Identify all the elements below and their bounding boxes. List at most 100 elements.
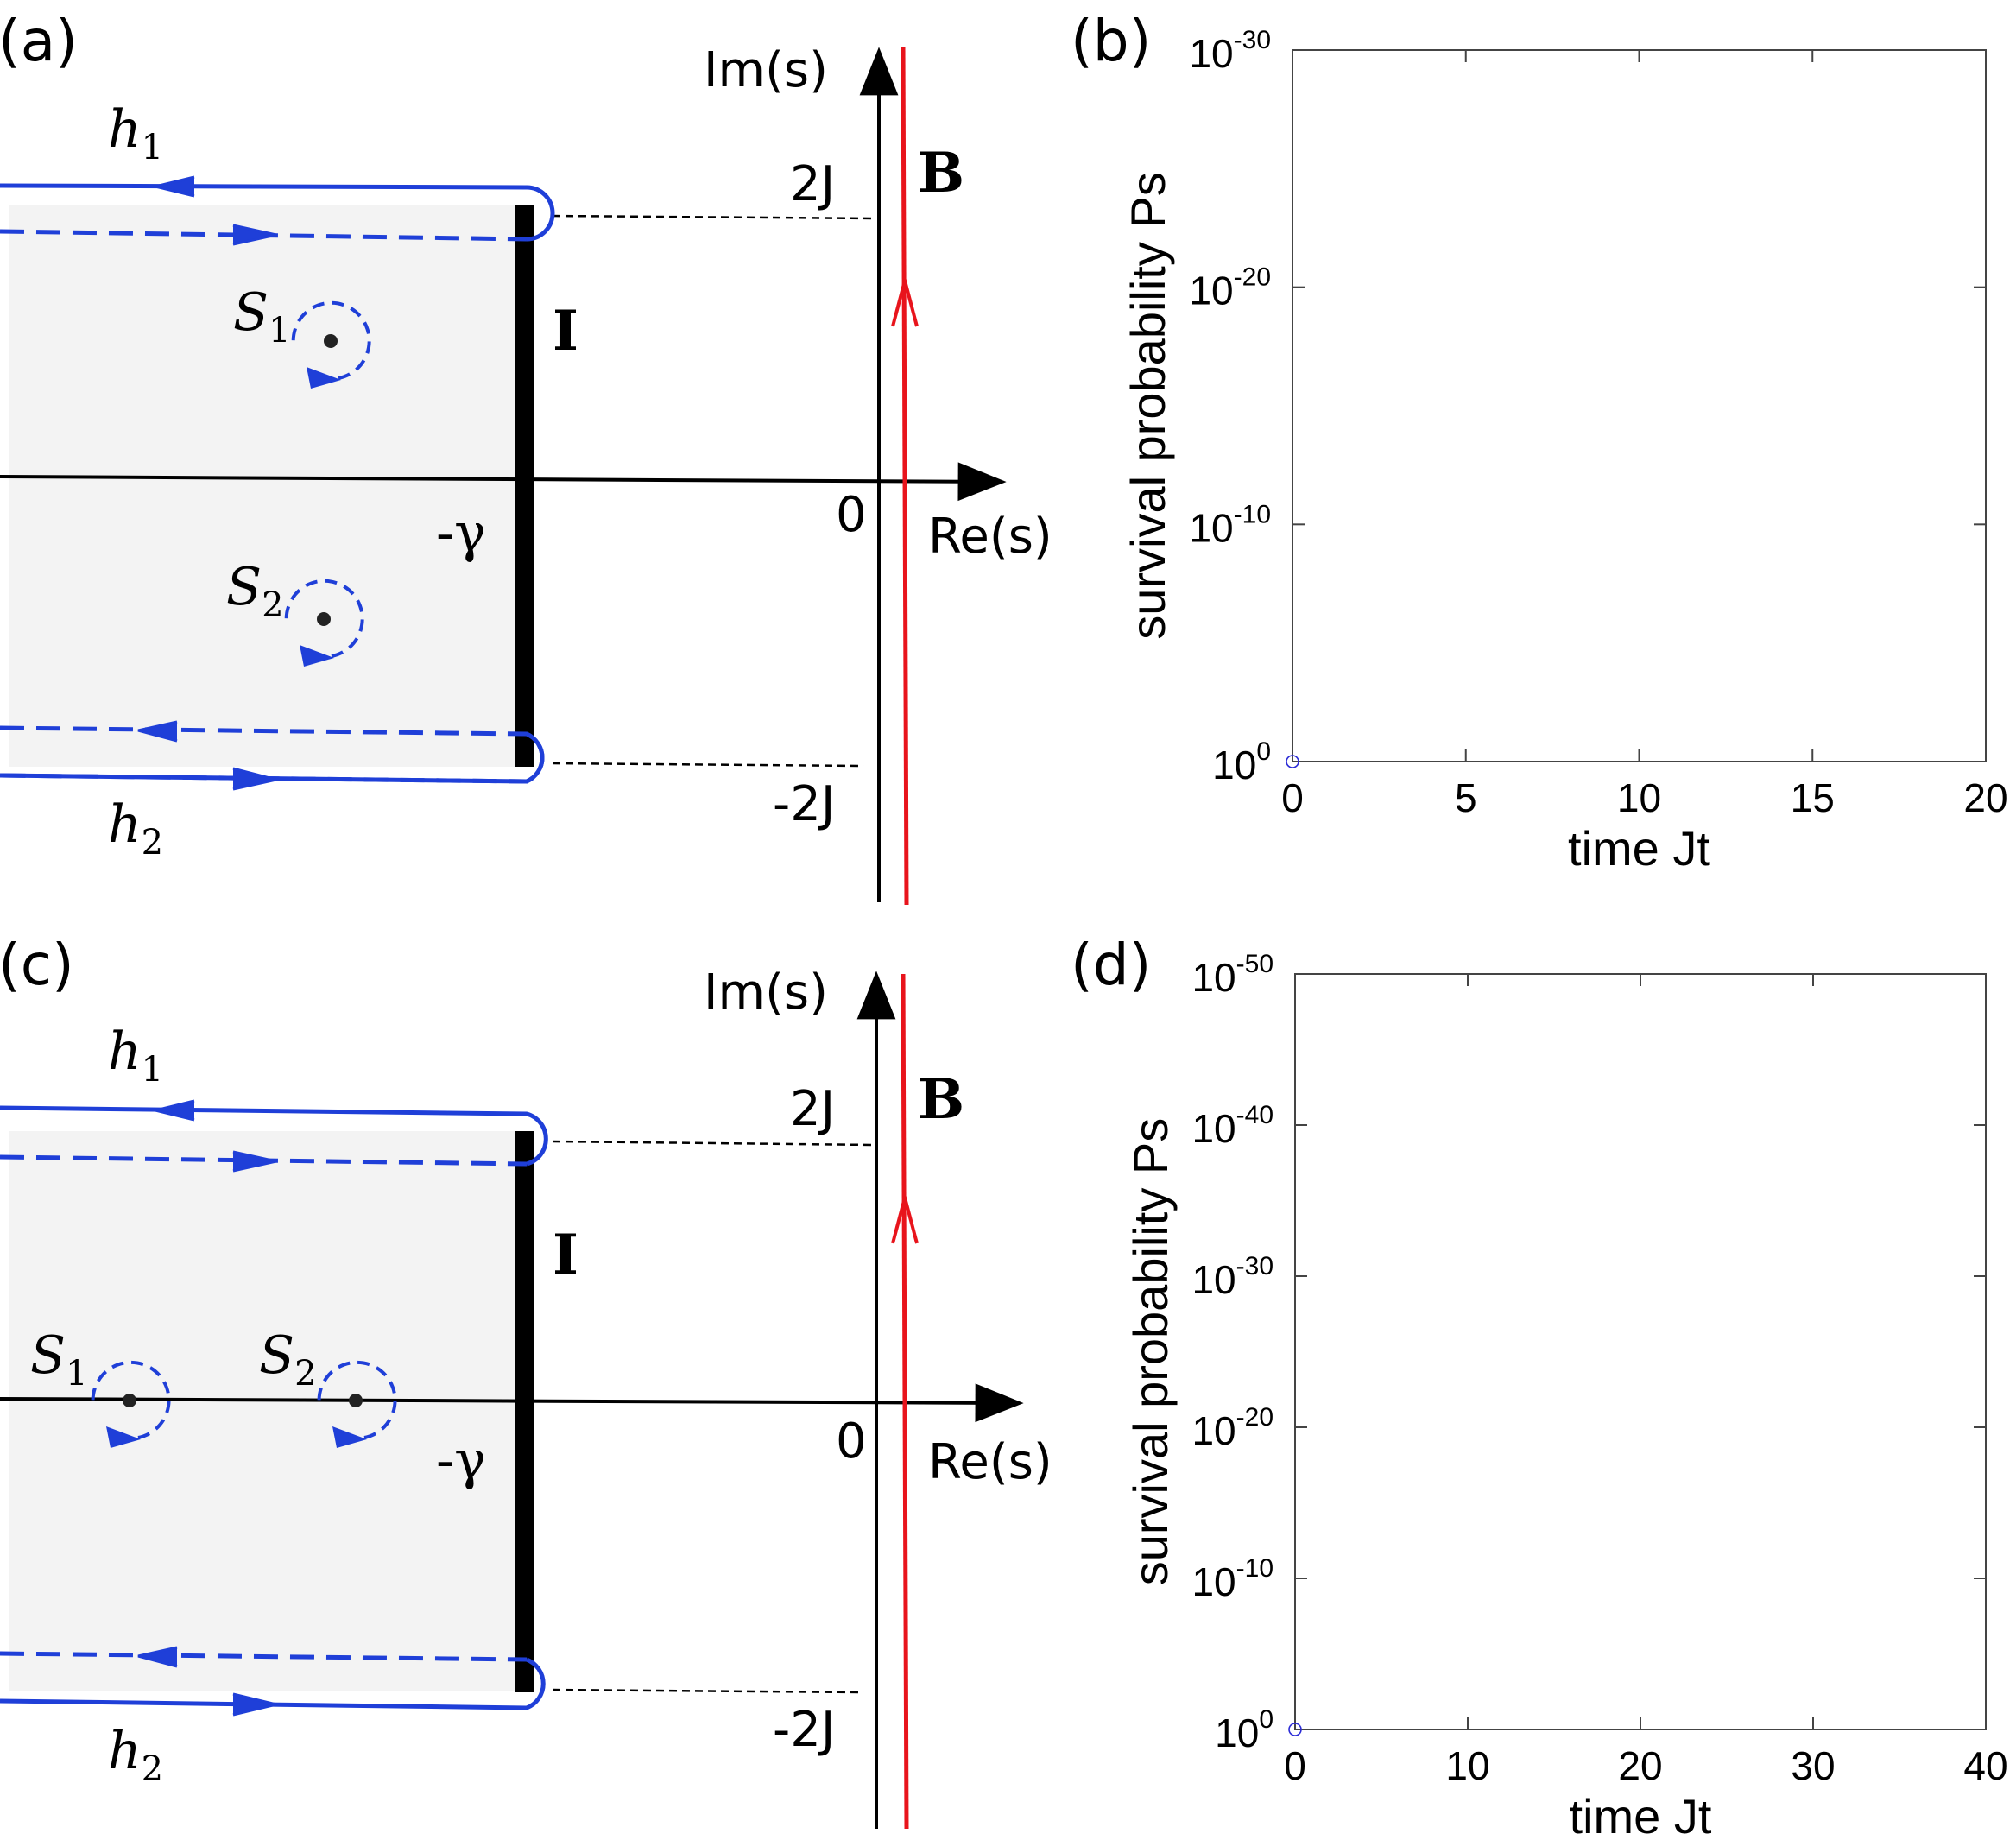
panel-c: (c) Im(s) Re(s) 0 2J -2J -γ B I h1 h2 S1… bbox=[0, 932, 1052, 1830]
h2-arrow-head bbox=[232, 1692, 277, 1717]
h2-label: h2 bbox=[108, 1721, 163, 1789]
pole-s2 bbox=[349, 1394, 363, 1407]
h2-dashed-arrow-head bbox=[137, 1646, 178, 1668]
y-tick-label: 10-10 bbox=[1189, 500, 1271, 550]
y-axis-label: survival probability Ps bbox=[1121, 172, 1175, 640]
x-tick-label: 20 bbox=[1618, 1743, 1662, 1788]
contour-h1 bbox=[0, 183, 555, 242]
branch-b-arrow-head bbox=[891, 274, 919, 327]
panel-b: (b) 0 5 10 15 20 100 10-10 10-20 10-30 time Jt sur… bbox=[1071, 8, 2008, 876]
y-tick-label: 10-10 bbox=[1191, 1554, 1273, 1604]
branch-cut-b bbox=[901, 47, 909, 906]
shaded-region bbox=[9, 205, 522, 767]
plus-2j-label: 2J bbox=[790, 1081, 835, 1137]
chart-b: 0 5 10 15 20 100 10-10 10-20 10-30 time Jt surviva… bbox=[1121, 26, 2008, 876]
guide-plus-2j bbox=[552, 214, 877, 220]
pole-s1 bbox=[123, 1394, 136, 1407]
y-tick-label: 10-50 bbox=[1191, 950, 1273, 1000]
re-axis-label: Re(s) bbox=[928, 509, 1052, 565]
contour-h1 bbox=[0, 1105, 548, 1167]
pole-s2-loop bbox=[284, 579, 364, 658]
h2-arrow-head bbox=[232, 767, 277, 791]
origin-label: 0 bbox=[836, 1413, 867, 1470]
x-tick-label: 30 bbox=[1791, 1743, 1835, 1788]
y-axis-label: survival probability Ps bbox=[1123, 1118, 1178, 1586]
x-tick-label: 0 bbox=[1284, 1743, 1306, 1788]
plot-frame bbox=[1292, 49, 1987, 762]
h2-label: h2 bbox=[108, 794, 163, 863]
contour-h2-dashed bbox=[0, 1651, 528, 1662]
pole-s2-arrow-head bbox=[332, 1426, 367, 1448]
contour-h2 bbox=[0, 731, 545, 784]
x-axis-label: time Jt bbox=[1570, 1789, 1712, 1840]
y-tick-label: 10-30 bbox=[1189, 26, 1271, 76]
gamma-label: -γ bbox=[436, 1428, 486, 1491]
re-axis bbox=[0, 1383, 1024, 1423]
h1-label: h1 bbox=[108, 1021, 163, 1090]
x-tick-label: 40 bbox=[1963, 1743, 2007, 1788]
origin-label: 0 bbox=[836, 487, 867, 543]
panel-a: (a) Im(s) Re(s) 0 2J -2J -γ B I h1 h2 S1… bbox=[0, 8, 1052, 906]
branch-b-label: B bbox=[918, 141, 964, 205]
x-tick-label: 20 bbox=[1963, 775, 2007, 820]
data-point bbox=[1288, 1723, 1302, 1736]
panel-letter-c: (c) bbox=[0, 932, 74, 998]
re-axis-label: Re(s) bbox=[928, 1434, 1052, 1490]
pole-s2-loop bbox=[317, 1360, 397, 1439]
branch-cut-b bbox=[901, 973, 909, 1830]
y-tick-label: 10-20 bbox=[1191, 1403, 1273, 1453]
im-axis-label: Im(s) bbox=[704, 964, 828, 1021]
plot-frame bbox=[1294, 973, 1987, 1730]
y-tick-label: 100 bbox=[1212, 737, 1271, 787]
pole-s2 bbox=[317, 612, 331, 626]
panel-letter-d: (d) bbox=[1071, 932, 1151, 998]
chart-d: 0 10 20 30 40 100 10-10 10-20 10-30 10-40 10-50 tim… bbox=[1123, 950, 2008, 1840]
series-points bbox=[1286, 755, 1299, 768]
pole-s2-arrow-head bbox=[300, 645, 334, 667]
minus-2j-label: -2J bbox=[773, 1702, 835, 1758]
minus-2j-label: -2J bbox=[773, 776, 835, 832]
guide-minus-2j bbox=[552, 762, 864, 768]
shaded-region bbox=[9, 1131, 522, 1691]
data-point bbox=[1286, 755, 1299, 768]
pole-s1-loop bbox=[291, 300, 371, 380]
x-tick-label: 5 bbox=[1455, 775, 1477, 820]
x-tick-label: 10 bbox=[1445, 1743, 1489, 1788]
x-tick-label: 0 bbox=[1281, 775, 1304, 820]
x-tick-label: 10 bbox=[1617, 775, 1661, 820]
h1-dashed-arrow-head bbox=[232, 224, 277, 246]
branch-b-label: B bbox=[918, 1067, 964, 1132]
panel-letter-b: (b) bbox=[1071, 8, 1151, 74]
s2-label: S2 bbox=[226, 557, 284, 625]
pole-s1-arrow-head bbox=[106, 1426, 141, 1448]
contour-h2 bbox=[0, 1657, 546, 1710]
h2-dashed-arrow-head bbox=[137, 720, 178, 743]
gamma-label: -γ bbox=[436, 501, 486, 564]
branch-i-label: I bbox=[553, 1223, 578, 1287]
plus-2j-label: 2J bbox=[790, 156, 835, 212]
h1-arrow-head bbox=[155, 1099, 195, 1122]
y-tick-label: 10-30 bbox=[1191, 1252, 1273, 1302]
series-points bbox=[1288, 1723, 1302, 1736]
pole-s1-arrow-head bbox=[307, 367, 341, 389]
y-tick-label: 100 bbox=[1215, 1705, 1273, 1755]
panel-d: (d) 0 10 20 30 40 100 10-10 10-20 10-30 10-40 10-5… bbox=[1071, 932, 2008, 1840]
panel-letter-a: (a) bbox=[0, 8, 78, 74]
guide-plus-2j bbox=[552, 1140, 875, 1147]
s2-label: S2 bbox=[259, 1325, 317, 1394]
x-axis-label: time Jt bbox=[1568, 821, 1710, 876]
guide-minus-2j bbox=[552, 1688, 864, 1694]
re-axis bbox=[0, 462, 1007, 502]
pole-s1 bbox=[324, 334, 338, 348]
y-tick-label: 10-20 bbox=[1189, 263, 1271, 313]
h1-arrow-head bbox=[155, 175, 195, 198]
branch-i-label: I bbox=[553, 299, 578, 364]
im-axis-label: Im(s) bbox=[704, 42, 828, 98]
s1-label: S1 bbox=[30, 1325, 88, 1394]
x-tick-label: 15 bbox=[1791, 775, 1835, 820]
h1-label: h1 bbox=[108, 99, 163, 168]
h1-dashed-arrow-head bbox=[232, 1150, 277, 1173]
s1-label: S1 bbox=[233, 282, 291, 351]
pole-s1-loop bbox=[91, 1360, 171, 1439]
